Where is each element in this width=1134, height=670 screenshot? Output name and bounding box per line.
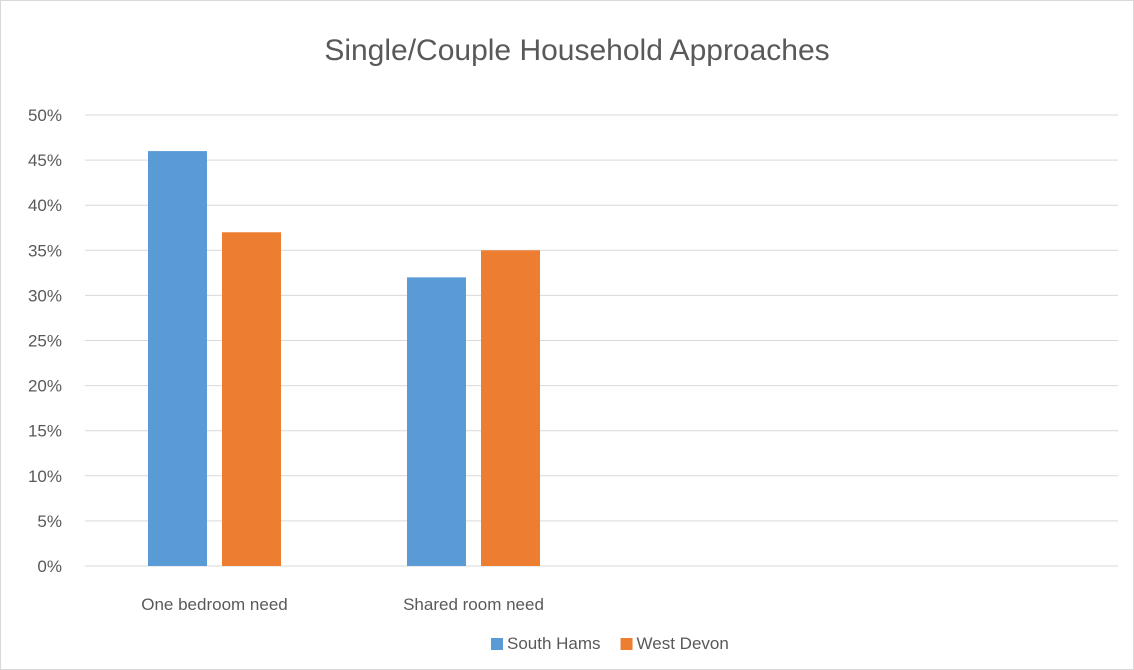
chart-title: Single/Couple Household Approaches (324, 34, 829, 67)
y-tick-label: 5% (37, 512, 62, 531)
y-tick-label: 30% (28, 286, 62, 305)
legend: South Hams West Devon (491, 634, 729, 653)
legend-swatch (620, 638, 633, 650)
y-tick-label: 50% (28, 106, 62, 125)
y-tick-label: 15% (28, 422, 62, 441)
category-labels: One bedroom need Shared room need (141, 595, 544, 614)
bar-south-hams (407, 277, 466, 566)
y-tick-label: 10% (28, 467, 62, 486)
y-tick-label: 40% (28, 196, 62, 215)
bar-south-hams (148, 151, 207, 566)
legend-swatch (491, 638, 503, 650)
y-axis-ticks: 0% 5% 10% 15% 20% 25% 30% 35% 40% 45% 50% (28, 106, 62, 576)
x-category-label: One bedroom need (141, 595, 288, 614)
y-tick-label: 20% (28, 377, 62, 396)
bar-west-devon (481, 250, 540, 567)
bars (148, 151, 540, 567)
bar-west-devon (222, 232, 281, 566)
y-tick-label: 35% (28, 241, 62, 260)
y-tick-label: 0% (37, 557, 62, 576)
legend-label: South Hams (507, 634, 601, 653)
y-tick-label: 25% (28, 332, 62, 351)
x-category-label: Shared room need (403, 595, 544, 614)
legend-label: West Devon (637, 634, 729, 653)
y-tick-label: 45% (28, 151, 62, 170)
